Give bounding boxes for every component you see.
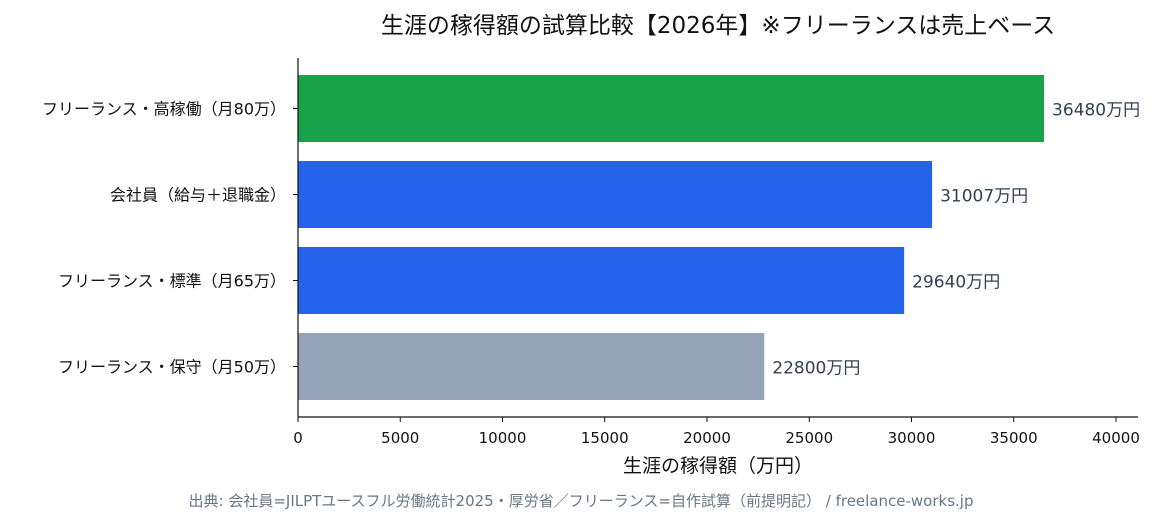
- value-label: 22800万円: [772, 359, 860, 379]
- x-tick-label: 5000: [381, 429, 419, 447]
- x-tick-label: 40000: [1092, 429, 1140, 447]
- bar-0: [298, 75, 1045, 142]
- source-note: 出典: 会社員=JILPTユースフル労働統計2025・厚労省／フリーランス=自作…: [188, 492, 974, 510]
- y-tick-labels: フリーランス・高稼働（月80万） 会社員（給与＋退職金） フリーランス・標準（月65…: [42, 100, 298, 377]
- bar-3: [298, 333, 765, 400]
- y-tick-label: フリーランス・高稼働（月80万）: [42, 100, 286, 119]
- x-tick-label: 0: [293, 429, 303, 447]
- x-tick-label: 25000: [785, 429, 833, 447]
- x-tick-label: 20000: [683, 429, 731, 447]
- bar-1: [298, 161, 933, 228]
- value-labels: 36480万円 31007万円 29640万円 22800万円: [772, 101, 1140, 379]
- y-tick-label: 会社員（給与＋退職金）: [110, 186, 286, 205]
- x-axis: 0 5000 10000 15000 20000 25000 30000 35000 40000: [293, 416, 1140, 447]
- chart-title: 生涯の稼得額の試算比較【2026年】※フリーランスは売上ベース: [380, 13, 1056, 39]
- value-label: 31007万円: [940, 187, 1028, 207]
- bars-group: [298, 75, 1045, 400]
- x-axis-label: 生涯の稼得額（万円）: [623, 455, 813, 477]
- x-tick-label: 15000: [581, 429, 629, 447]
- bar-2: [298, 247, 905, 314]
- y-tick-label: フリーランス・標準（月65万）: [58, 272, 286, 291]
- value-label: 36480万円: [1052, 101, 1140, 121]
- value-label: 29640万円: [912, 273, 1000, 293]
- x-tick-label: 35000: [990, 429, 1038, 447]
- y-tick-label: フリーランス・保守（月50万）: [58, 358, 286, 377]
- x-tick-label: 10000: [479, 429, 527, 447]
- x-tick-label: 30000: [888, 429, 936, 447]
